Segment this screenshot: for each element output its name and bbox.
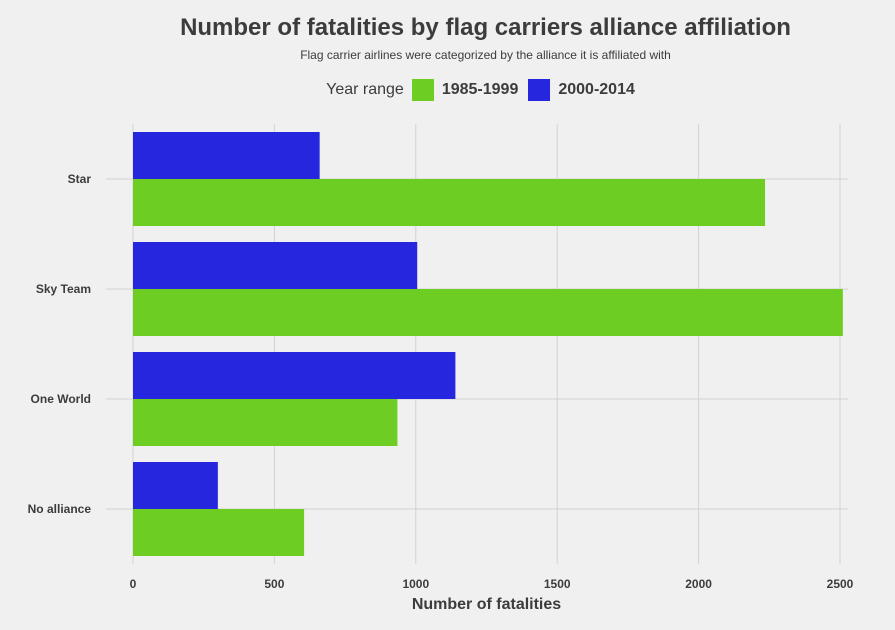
legend-label-1985-1999: 1985-1999	[441, 81, 519, 98]
x-tick-label: 0	[130, 577, 137, 591]
bar-1985-1999-one-world	[133, 399, 398, 446]
bar-2000-2014-sky-team	[133, 242, 418, 289]
legend-title: Year range	[326, 81, 404, 98]
x-tick-label: 1000	[402, 577, 429, 591]
bar-1985-1999-sky-team	[133, 289, 843, 336]
y-tick-label: Sky Team	[36, 282, 91, 296]
legend-item-2000-2014: 2000-2014	[528, 79, 635, 101]
legend: Year range 1985-1999 2000-2014	[0, 79, 895, 101]
bar-1985-1999-no-alliance	[133, 509, 305, 556]
chart-title: Number of fatalities by flag carriers al…	[180, 14, 791, 41]
y-tick-label: One World	[31, 392, 91, 406]
legend-swatch-2000-2014	[528, 79, 551, 101]
legend-swatch-1985-1999	[411, 79, 434, 101]
y-tick-label: No alliance	[28, 502, 92, 516]
x-tick-label: 500	[264, 577, 284, 591]
x-axis-title: Number of fatalities	[412, 596, 561, 613]
y-tick-label: Star	[68, 172, 92, 186]
bar-2000-2014-no-alliance	[133, 462, 218, 509]
bar-2000-2014-star	[133, 132, 320, 179]
legend-label-2000-2014: 2000-2014	[558, 81, 635, 98]
chart-subtitle: Flag carrier airlines were categorized b…	[300, 48, 671, 62]
legend-item-1985-1999: 1985-1999	[411, 79, 519, 101]
bar-2000-2014-one-world	[133, 352, 456, 399]
x-tick-label: 2000	[685, 577, 712, 591]
x-tick-label: 2500	[827, 577, 854, 591]
x-tick-label: 1500	[544, 577, 571, 591]
bar-1985-1999-star	[133, 179, 766, 226]
